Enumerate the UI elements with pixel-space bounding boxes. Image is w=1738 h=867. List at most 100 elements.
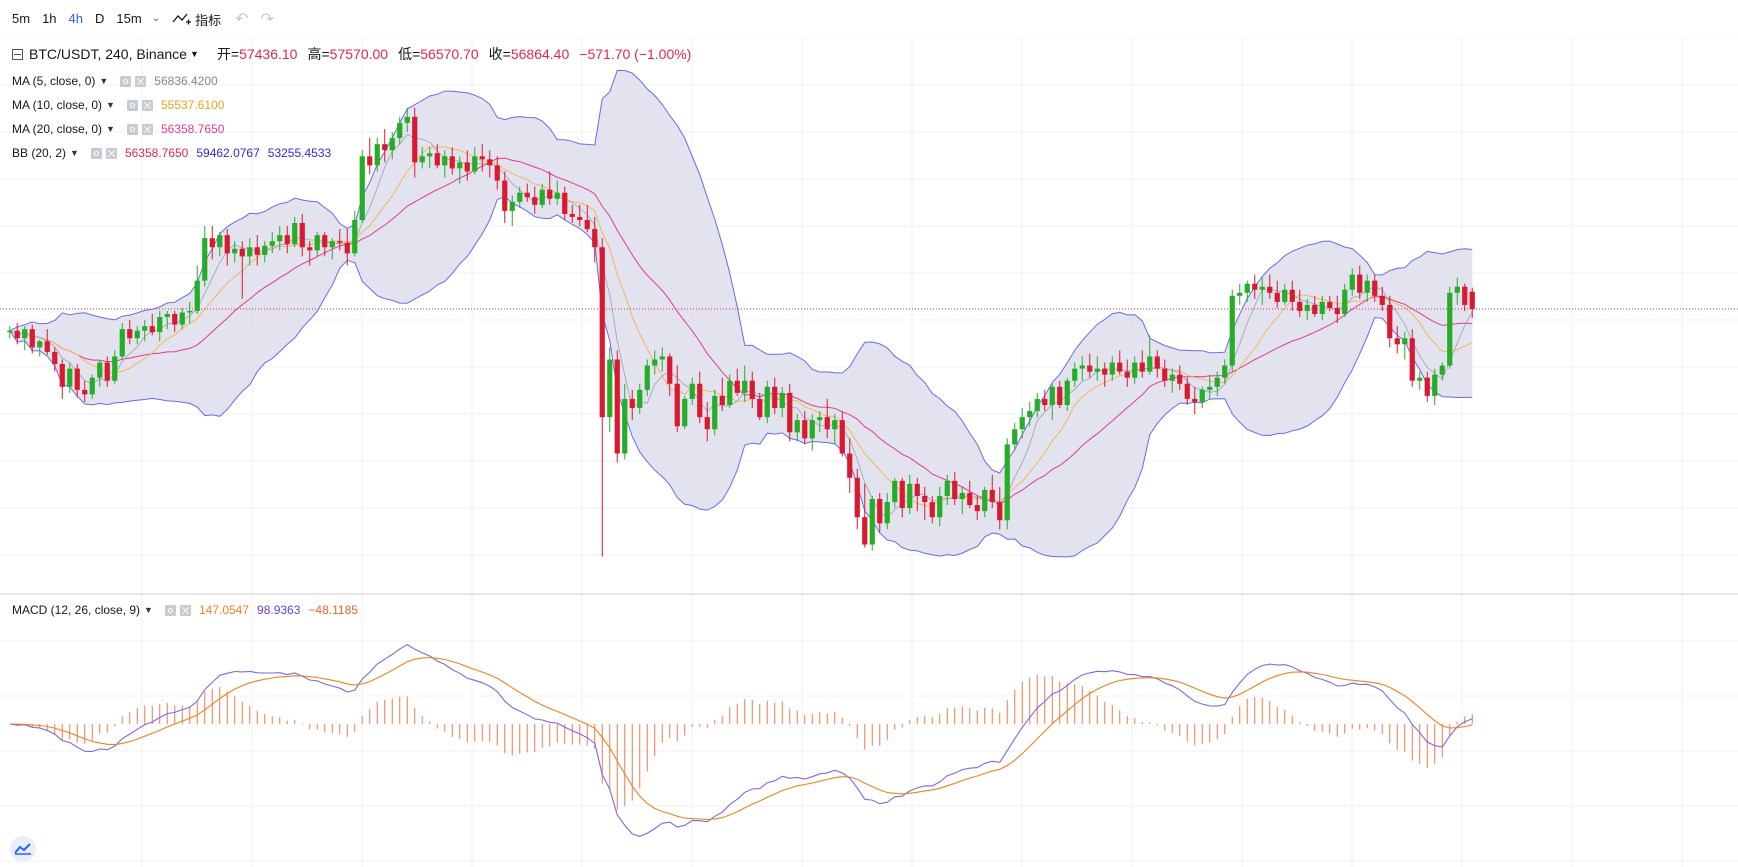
candle-body [1079,365,1085,369]
candle-body [569,213,575,217]
candle-body [944,480,950,496]
ma10-close-icon[interactable] [141,99,153,111]
candle-body [554,192,560,199]
candle-body [479,156,485,160]
candle-body [1297,301,1303,311]
interval-4h[interactable]: 4h [68,11,83,26]
tradingview-logo-icon[interactable] [10,836,36,862]
candle-body [127,329,133,339]
close-value: 56864.40 [510,46,570,62]
ma5-label[interactable]: MA (5, close, 0) [12,74,96,88]
macd-chevron-down-icon[interactable]: ▼ [144,605,153,615]
candle-body [1177,374,1183,384]
candle-body [1379,295,1385,305]
candle-body [584,219,590,230]
candle-body [757,398,763,418]
indicators-button[interactable]: 指标 [164,10,229,29]
bb-close-icon[interactable] [105,147,117,159]
candle-body [457,162,463,169]
candle-body [682,398,688,427]
candle-body [629,398,635,409]
candle-body [727,380,733,405]
ma10-label[interactable]: MA (10, close, 0) [12,98,103,112]
candle-body [1439,365,1445,375]
candle-body [157,317,163,333]
ma20-close-icon[interactable] [141,123,153,135]
ma10-legend: MA (10, close, 0) ▼ 55537.6100 [12,98,224,112]
candle-body [1304,304,1310,311]
undo-icon[interactable]: ↶ [235,11,249,28]
candle-body [1349,274,1355,290]
candle-body [442,156,448,166]
candle-body [1019,417,1025,430]
candle-body [434,153,440,166]
bb-label[interactable]: BB (20, 2) [12,146,67,160]
macd-close-icon[interactable] [179,604,191,616]
symbol-chevron-down-icon[interactable]: ▼ [189,49,199,59]
interval-1h[interactable]: 1h [42,11,57,26]
candle-body [224,235,230,254]
collapse-legend-icon[interactable] [12,48,23,60]
candle-body [1207,386,1213,390]
candle-body [667,356,673,384]
bb-upper-line [9,69,1473,474]
candle-body [209,238,215,248]
candle-body [712,395,718,430]
candle-body [1469,291,1475,310]
candle-body [494,165,500,181]
ma10-line [9,146,1473,507]
ma20-chevron-down-icon[interactable]: ▼ [106,124,115,134]
macd-legend: MACD (12, 26, close, 9) ▼ 147.0547 98.93… [12,603,358,617]
interval-5m[interactable]: 5m [12,11,31,26]
candle-body [862,517,868,545]
interval-dropdown-chevron-down-icon[interactable]: ⌄ [151,13,161,24]
candle-body [922,495,928,503]
candle-body [1462,286,1468,305]
interval-d[interactable]: D [95,11,105,26]
candle-body [149,326,155,333]
macd-label[interactable]: MACD (12, 26, close, 9) [12,603,141,617]
candle-body [1132,362,1138,378]
interval-15m[interactable]: 15m [116,11,142,26]
chart-canvas[interactable] [0,38,1738,867]
candle-body [1117,362,1123,372]
candle-body [1342,289,1348,314]
candle-body [1049,386,1055,405]
candle-body [502,180,508,211]
candle-body [1169,374,1175,381]
candle-body [487,159,493,166]
bb-basis-value: 56358.7650 [124,146,189,160]
candle-body [239,248,245,257]
candle-body [1042,398,1048,405]
macd-eye-icon[interactable] [164,604,176,616]
ma5-eye-icon[interactable] [120,75,132,87]
candle-body [412,116,418,163]
candle-body [262,245,268,255]
candle-body [734,380,740,393]
candle-body [37,341,43,348]
candle-body [1109,362,1115,375]
indicators-icon [172,13,192,25]
bb-legend: BB (20, 2) ▼ 56358.7650 59462.0767 53255… [12,146,331,160]
redo-icon[interactable]: ↷ [260,11,274,28]
candle-body [187,310,193,313]
ma10-eye-icon[interactable] [126,99,138,111]
symbol-ohlc-legend: BTC/USDT, 240, Binance ▼ 开= 57436.10 高= 57… [12,44,701,64]
ma20-eye-icon[interactable] [126,123,138,135]
candle-body [1214,377,1220,387]
bb-eye-icon[interactable] [90,147,102,159]
ma5-close-icon[interactable] [135,75,147,87]
interval-toolbar: 5m 1h 4h D 15m ⌄ 指标 ↶ ↷ [0,0,1738,38]
symbol-label[interactable]: BTC/USDT, 240, Binance [29,46,187,62]
bb-chevron-down-icon[interactable]: ▼ [70,148,79,158]
candle-body [1357,274,1363,293]
candle-body [1432,374,1438,396]
ma5-chevron-down-icon[interactable]: ▼ [99,76,109,86]
candle-body [22,329,28,339]
ma20-label[interactable]: MA (20, close, 0) [12,122,103,136]
candle-body [614,359,620,454]
candle-body [847,453,853,478]
ma10-chevron-down-icon[interactable]: ▼ [106,100,115,110]
candle-body [1004,444,1010,521]
candle-body [74,368,80,390]
